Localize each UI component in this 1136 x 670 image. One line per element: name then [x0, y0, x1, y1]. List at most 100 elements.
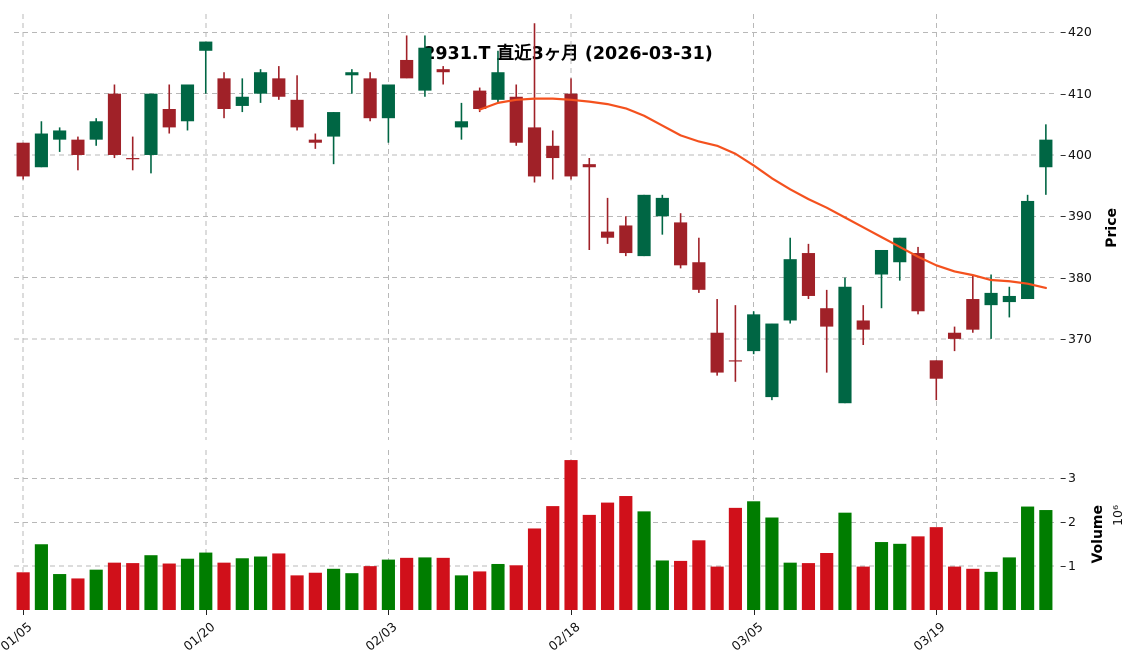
volume-bar: [235, 558, 249, 610]
candlestick: [180, 84, 195, 131]
volume-bar: [856, 566, 870, 610]
candlestick: [674, 213, 688, 269]
candlestick: [107, 84, 122, 159]
volume-bar: [253, 556, 268, 610]
volume-bar: [473, 571, 487, 610]
volume-bar: [381, 559, 395, 610]
volume-bar: [162, 563, 176, 610]
x-tick-mark: [571, 610, 573, 615]
volume-bar: [107, 562, 122, 610]
volume-bar: [984, 571, 998, 610]
candlestick: [473, 87, 487, 113]
x-tick-label: 02/18: [545, 619, 583, 654]
volume-bar: [1039, 510, 1053, 610]
candlestick: [400, 35, 414, 79]
candlestick: [16, 142, 30, 180]
candlestick: [838, 277, 852, 404]
candlestick: [783, 237, 797, 324]
candlestick: [1021, 194, 1035, 300]
candlestick: [527, 23, 542, 183]
candlestick: [290, 75, 304, 131]
volume-bar: [600, 502, 615, 610]
volume-bar: [692, 540, 706, 610]
x-tick-label: 03/05: [728, 619, 766, 654]
candlestick: [235, 78, 249, 113]
candlestick: [655, 194, 669, 235]
price-tick-label: –370: [1060, 330, 1092, 346]
candlestick: [692, 237, 706, 293]
volume-bar: [820, 553, 834, 610]
volume-bar: [53, 574, 67, 610]
volume-bar: [710, 566, 724, 610]
price-tick-label: –380: [1060, 269, 1092, 285]
volume-bar: [144, 555, 158, 610]
volume-axis-title: Volume: [1090, 505, 1106, 564]
candlestick: [619, 216, 633, 257]
volume-bar: [564, 460, 578, 610]
volume-bar: [290, 575, 304, 610]
volume-bar: [126, 563, 140, 610]
candlestick: [747, 311, 761, 355]
candlestick: [509, 84, 523, 146]
volume-bar: [637, 511, 651, 610]
volume-bar: [783, 562, 797, 610]
candlestick: [418, 35, 432, 97]
volume-bar: [747, 501, 761, 610]
volume-tick-label: –1: [1060, 558, 1076, 574]
volume-bar: [509, 565, 523, 610]
candlestick: [728, 305, 742, 382]
volume-bar: [929, 527, 943, 610]
candlestick: [856, 305, 870, 345]
candlestick: [381, 84, 395, 143]
volume-bar: [1002, 557, 1016, 610]
volume-bar: [272, 553, 286, 610]
x-tick-mark: [753, 610, 755, 615]
moving-average-line: [478, 97, 1047, 290]
candlestick: [637, 194, 651, 257]
volume-bar: [180, 558, 195, 610]
volume-bar: [765, 517, 779, 610]
candlestick: [929, 360, 943, 401]
candlestick: [820, 289, 834, 373]
candlestick: [34, 121, 48, 168]
price-plot: [14, 14, 1055, 440]
candlestick: [966, 274, 980, 333]
volume-bar: [454, 575, 469, 610]
volume-bar: [16, 572, 30, 610]
candlestick: [363, 72, 377, 122]
candlestick: [454, 102, 469, 140]
candlestick: [126, 136, 140, 171]
candlestick: [600, 197, 615, 244]
volume-bar: [418, 557, 432, 610]
candlestick: [71, 136, 85, 171]
candlestick: [345, 69, 359, 94]
volume-bar: [327, 568, 341, 610]
candlestick: [893, 237, 907, 281]
volume-panel: [14, 450, 1055, 610]
volume-bar: [947, 566, 962, 610]
volume-bar: [89, 569, 103, 610]
candlestick: [546, 130, 560, 180]
x-tick-mark: [23, 610, 25, 615]
volume-bar: [71, 578, 85, 610]
x-tick-label: 01/05: [0, 619, 35, 654]
volume-bar: [911, 536, 925, 610]
volume-bar: [582, 514, 596, 610]
volume-bar: [674, 560, 688, 610]
candlestick: [582, 158, 596, 250]
candlestick: [327, 112, 341, 165]
volume-bar: [655, 560, 669, 610]
x-tick-label: 02/03: [362, 619, 401, 654]
volume-bar: [363, 566, 377, 610]
candlestick: [308, 133, 322, 149]
candlestick: [1039, 124, 1053, 195]
candlestick: [436, 66, 450, 85]
price-tick-label: –390: [1060, 208, 1092, 224]
volume-bar: [1021, 506, 1035, 610]
volume-bar: [619, 496, 633, 610]
volume-bar: [308, 572, 322, 610]
candlestick: [217, 72, 231, 119]
volume-bar: [527, 528, 542, 610]
volume-plot: [14, 450, 1055, 610]
x-axis-labels: 01/05 01/20 02/03 02/18 03/05 03/19: [0, 610, 1136, 670]
